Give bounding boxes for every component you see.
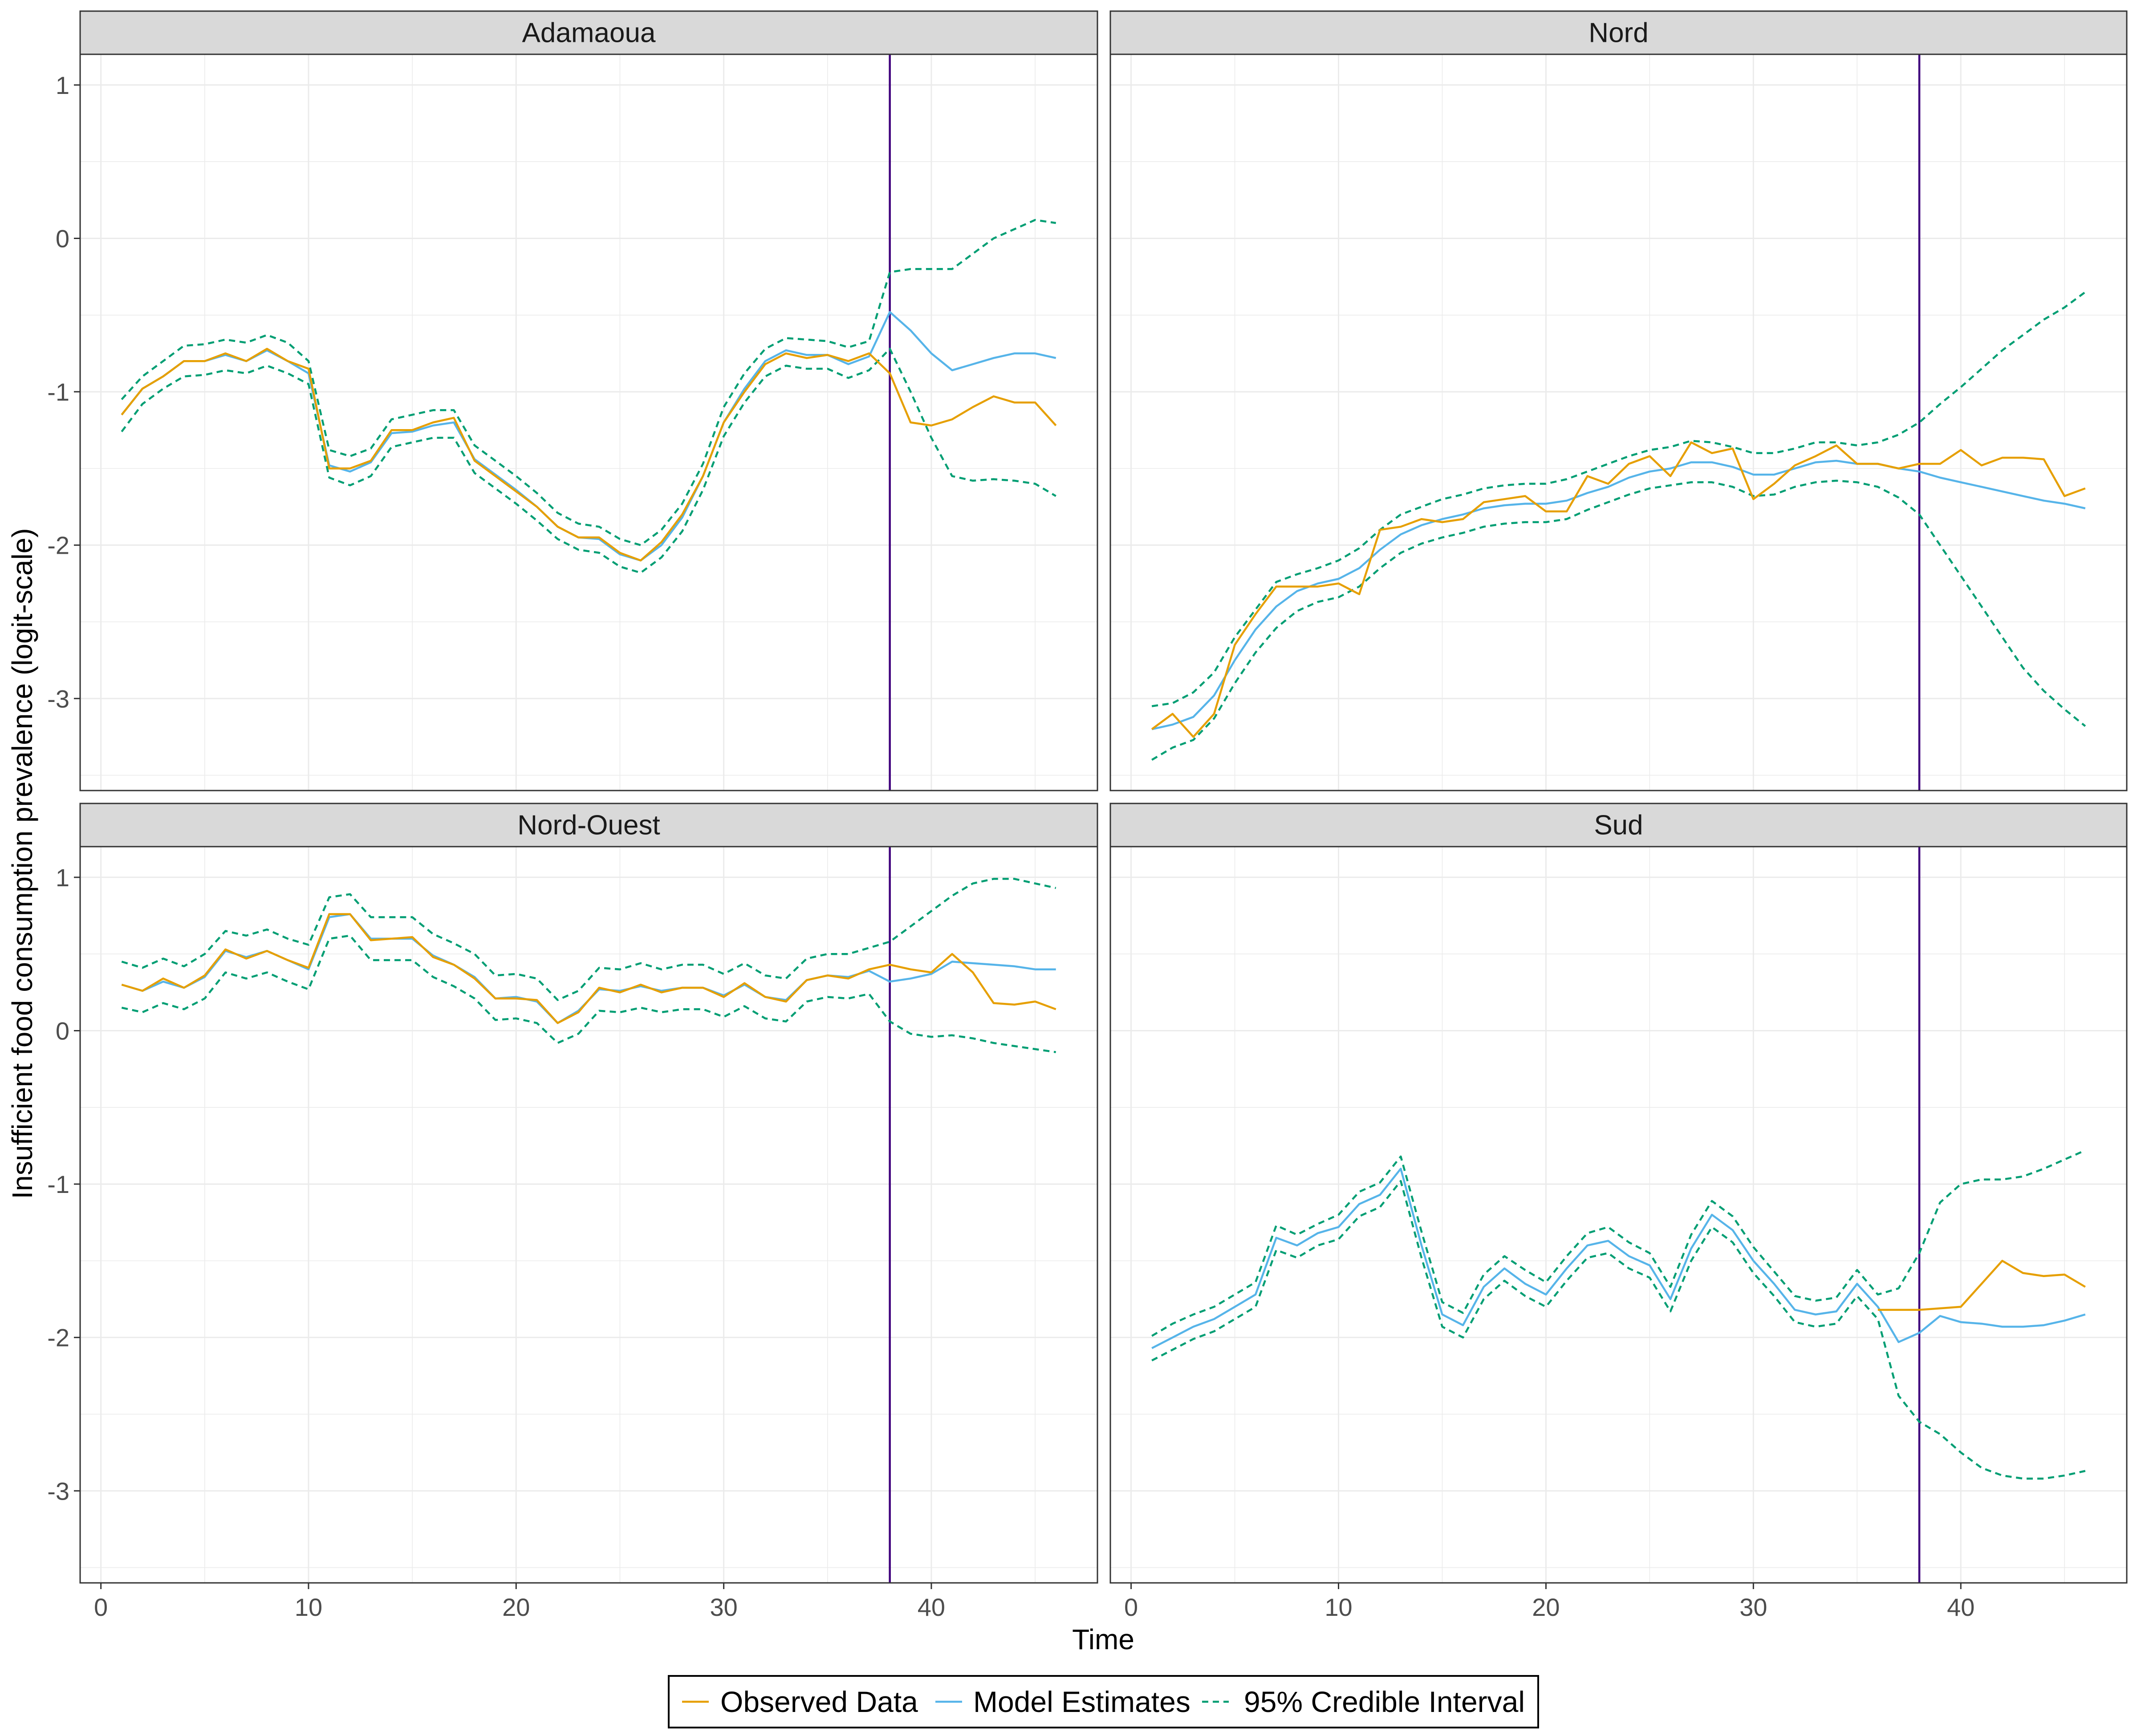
observed-data-line [121,348,1057,562]
x-tick-label: 30 [710,1593,737,1621]
upper-interval-line [1151,1149,2086,1337]
x-axis-title: Time [1072,1623,1134,1655]
x-tick-label: 30 [1739,1593,1767,1621]
upper-interval-line [121,219,1056,546]
strip-label-sud: Sud [1594,810,1643,841]
y-axis-title: Insufficient food consumption prevalence… [6,528,38,1199]
strip-background [1109,10,2128,55]
y-tick-label: 1 [56,864,69,892]
strip-background [79,10,1098,55]
panel-background [1110,54,2127,791]
legend-item-interval: 95% Credible Interval [1202,1685,1525,1718]
observed-data-line [121,913,1056,1024]
observed-data-line [1151,441,2086,738]
panel-background [1110,847,2127,1583]
y-tick-label: -1 [47,378,69,406]
legend-item-model: Model Estimates [935,1685,1190,1718]
strip-label-adamaoua: Adamaoua [522,18,656,49]
y-tick-label: -2 [47,531,69,560]
x-tick-label: 40 [918,1593,945,1621]
x-tick-label: 20 [1532,1593,1560,1621]
x-tick-label: 20 [502,1593,530,1621]
panel-background [80,847,1097,1583]
upper-interval-line [1151,291,2086,707]
strip-background [1109,803,2128,848]
legend-label-interval: 95% Credible Interval [1244,1685,1525,1718]
legend-label-observed: Observed Data [720,1685,918,1718]
x-tick-label: 10 [1324,1593,1352,1621]
model-estimates-line [1151,1168,2086,1349]
panel-adamaoua: Adamaoua 1 0 -1 -2 -3 [47,10,1098,791]
upper-interval-line [121,878,1056,1001]
legend-box [668,1675,1539,1728]
x-tick-label: 0 [1124,1593,1138,1621]
y-tick-label: 0 [56,1017,69,1045]
lower-interval-line [1151,479,2086,761]
y-tick-label: 1 [56,71,69,99]
x-tick-label: 40 [1947,1593,1974,1621]
x-tick-label: 0 [94,1593,108,1621]
y-tick-label: 0 [56,225,69,253]
panel-background [80,54,1097,791]
panel-sud: Sud 0 10 20 30 40 [1109,803,2128,1621]
strip-label-nord-ouest: Nord-Ouest [517,810,660,841]
y-tick-label: -3 [47,1477,69,1505]
y-tick-label: -3 [47,685,69,713]
strip-background [79,803,1098,848]
lower-interval-line [121,348,1056,574]
panel-nord: Nord [1109,10,2128,791]
y-tick-label: -2 [47,1324,69,1352]
y-tick-label: -1 [47,1170,69,1198]
legend: Observed Data Model Estimates 95% Credib… [668,1675,1539,1728]
x-tick-label: 10 [295,1593,322,1621]
legend-item-observed: Observed Data [682,1685,918,1718]
legend-label-model: Model Estimates [973,1685,1190,1718]
lower-interval-line [121,934,1056,1053]
lower-interval-line [1151,1180,2086,1480]
observed-data-line [1877,1260,2086,1311]
strip-label-nord: Nord [1589,18,1648,49]
